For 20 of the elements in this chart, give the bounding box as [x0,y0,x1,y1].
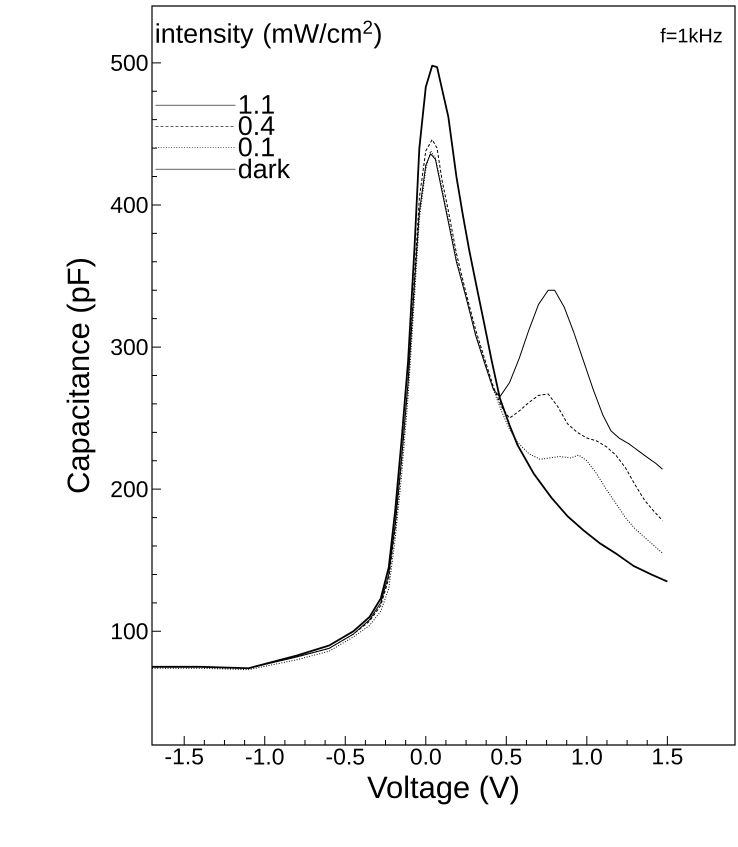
x-tick-label: -1.5 [165,748,203,764]
y-tick-label: 200 [111,481,148,498]
legend-title: intensity (mW/cm$^{2}$) [156,20,381,48]
y-tick-label: 100 [112,623,148,640]
legend-label: 0.4 [238,116,274,136]
x-tick-label: -0.5 [326,748,364,765]
x-tick-label: 0.0 [410,748,441,765]
x-tick-label: 1.5 [653,748,682,764]
legend-label: 0.1 [238,137,274,156]
y-tick-label: 300 [111,338,148,356]
y-tick-label: 400 [110,196,148,214]
annotation: f=1kHz [660,28,722,42]
y-tick-label: 500 [111,54,148,71]
y-axis-title: Capacitance (pF) [66,259,96,492]
x-tick-label: 1.0 [572,748,602,765]
legend-label: 1.1 [240,95,274,114]
legend-label: dark [238,158,290,178]
x-tick-label: -1.0 [246,748,284,765]
x-axis-title: Voltage (V) [367,776,518,804]
x-tick-label: 0.5 [491,748,522,765]
